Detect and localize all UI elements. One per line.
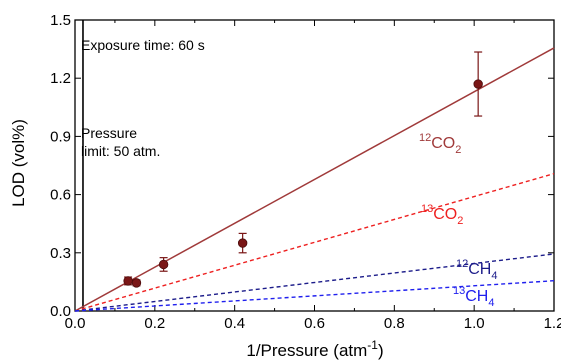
fit-lines: [74, 47, 555, 312]
data-points: [123, 51, 483, 288]
y-tick-label: 0.9: [50, 128, 71, 145]
x-tick-label: 0.8: [384, 315, 405, 332]
series-label-13CH4: 13CH4: [453, 285, 494, 309]
axes: 0.0 0.2 0.4 0.6 0.8 1.0 1.2 0.0 0.3 0.6 0.9 1.2 1.5: [50, 12, 561, 332]
x-axis-title: 1/Pressure (atm-1): [246, 338, 383, 360]
series-label-12CO2: 12CO2: [419, 132, 461, 156]
x-tick-label: 0.0: [65, 315, 86, 332]
x-tick-label: 1.2: [544, 315, 561, 332]
y-tick-label: 0.3: [50, 245, 71, 262]
y-tick-label: 1.5: [50, 12, 71, 29]
series-label-12CH4: 12CH4: [456, 258, 497, 282]
exposure-time-annotation: Exposure time: 60 s: [81, 37, 205, 53]
fit-line-12CH4: [74, 253, 555, 312]
y-axis-title: LOD (vol%): [9, 119, 28, 207]
data-point: [158, 259, 169, 270]
x-tick-label: 1.0: [464, 315, 485, 332]
pressure-limit-annotation-line1: Pressure: [81, 125, 137, 141]
y-tick-label: 0.6: [50, 187, 71, 204]
y-tick-label: 0.0: [50, 303, 71, 320]
x-tick-label: 0.6: [304, 315, 325, 332]
series-label-13CO2: 13CO2: [421, 203, 463, 227]
series-labels: 12CO2 13CO2 12CH4 13CH4: [419, 132, 497, 309]
x-tick-label: 0.4: [224, 315, 245, 332]
fit-line-13CO2: [74, 172, 555, 312]
data-point: [473, 79, 483, 89]
y-tick-label: 1.2: [50, 70, 71, 87]
data-point: [237, 238, 248, 248]
pressure-limit-annotation-line2: limit: 50 atm.: [81, 143, 160, 159]
data-point: [123, 276, 133, 286]
fit-line-13CH4: [74, 280, 555, 312]
data-point: [131, 278, 142, 288]
x-tick-label: 0.2: [144, 315, 165, 332]
fit-line-12CO2: [74, 47, 555, 312]
